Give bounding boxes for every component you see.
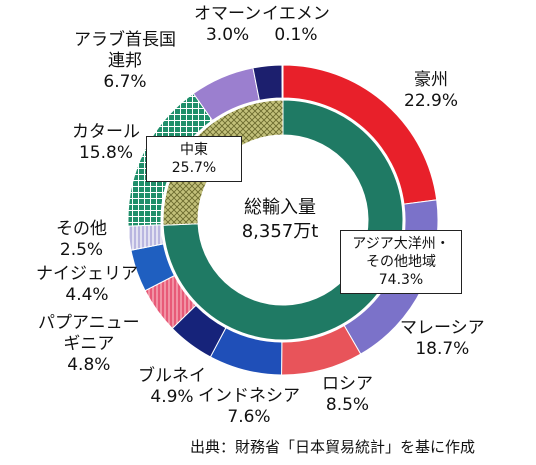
label-value: 6.7% — [103, 72, 147, 92]
label-uae: アラブ首長国 連邦 6.7% — [74, 30, 176, 93]
center-total: 8,357万t — [241, 221, 319, 242]
inner-slice-0 — [162, 99, 404, 341]
label-australia: 豪州 22.9% — [404, 70, 458, 112]
label-value: 0.1% — [274, 25, 318, 45]
source-note: 出典：財務省「日本貿易統計」を基に作成 — [190, 438, 476, 456]
label-indonesia: インドネシア 7.6% — [198, 386, 300, 428]
label-oman: オマーン 3.0% — [194, 4, 261, 46]
label-name: ブルネイ — [138, 366, 206, 386]
label-name: ロシア — [322, 374, 373, 394]
center-title: 総輸入量 — [244, 197, 316, 218]
label-russia: ロシア 8.5% — [322, 374, 373, 416]
label-malaysia: マレーシア 18.7% — [400, 318, 485, 360]
label-nigeria: ナイジェリア 4.4% — [36, 264, 138, 306]
label-name: マレーシア — [400, 318, 485, 338]
label-brunei: ブルネイ 4.9% — [138, 366, 206, 408]
label-others: その他 2.5% — [56, 219, 107, 261]
inner-label-asia-pacific: アジア大洋州・ その他地域 74.3% — [340, 230, 462, 294]
label-value: 15.8% — [78, 143, 133, 163]
label-name: イエメン — [262, 4, 330, 24]
label-value: 2.5% — [59, 240, 104, 260]
label-name-line1: パプアニュー — [38, 313, 140, 333]
label-name: 豪州 — [414, 70, 448, 90]
label-name-line1: アラブ首長国 — [74, 30, 176, 50]
label-name: インドネシア — [198, 386, 300, 406]
inner-label-name-line2: その他地域 — [366, 254, 436, 270]
label-value: 4.4% — [65, 285, 109, 305]
inner-label-middle-east: 中東 25.7% — [146, 136, 242, 182]
inner-label-value: 74.3% — [378, 272, 424, 288]
label-name-line2: ギニア — [63, 334, 115, 354]
label-value: 8.5% — [325, 395, 370, 415]
label-value: 4.9% — [150, 387, 194, 407]
label-name: カタール — [72, 122, 140, 142]
label-value: 4.8% — [67, 355, 111, 375]
label-value: 18.7% — [415, 339, 470, 359]
label-qatar: カタール 15.8% — [72, 122, 140, 164]
label-name: その他 — [56, 219, 107, 239]
label-name-line2: 連邦 — [108, 51, 142, 71]
label-yemen: イエメン 0.1% — [262, 4, 330, 46]
inner-label-value: 25.7% — [171, 160, 217, 176]
outer-slice-11 — [281, 64, 284, 99]
label-papua-new-guinea: パプアニュー ギニア 4.8% — [38, 313, 140, 376]
inner-label-name-line1: アジア大洋州・ — [352, 236, 450, 252]
label-value: 3.0% — [205, 25, 250, 45]
inner-label-name: 中東 — [180, 142, 208, 158]
center-label: 総輸入量 8,357万t — [236, 196, 324, 244]
label-value: 7.6% — [227, 407, 271, 427]
label-name: オマーン — [194, 4, 262, 24]
label-value: 22.9% — [404, 91, 459, 111]
label-name: ナイジェリア — [36, 264, 138, 284]
